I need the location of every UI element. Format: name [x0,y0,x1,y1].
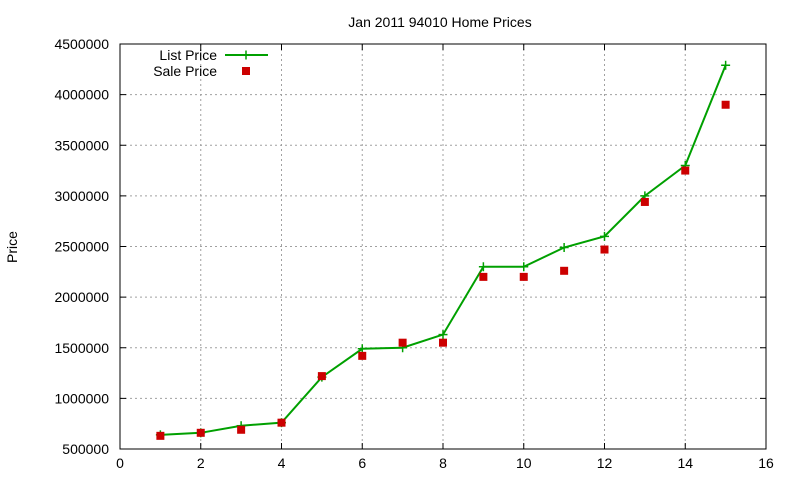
data-point-square [156,431,165,440]
legend-marker-list-price [241,50,251,60]
x-tick-label: 16 [758,455,774,471]
y-tick-label: 2000000 [54,289,109,305]
data-point-square [358,351,367,360]
chart-title: Jan 2011 94010 Home Prices [348,14,531,30]
y-tick-label: 3000000 [54,188,109,204]
y-tick-label: 4000000 [54,87,109,103]
legend-label-sale-price: Sale Price [153,63,217,79]
data-point-square [317,372,326,381]
data-point-square [640,197,649,206]
data-point-plus [478,262,488,272]
x-tick-label: 2 [197,455,205,471]
legend: List Price Sale Price [153,47,268,79]
legend-plus-marker [241,50,251,60]
y-tick-label: 3500000 [54,137,109,153]
x-tick-label: 8 [439,455,447,471]
x-tick-label: 10 [516,455,532,471]
data-point-square [519,272,528,281]
axis-ticks: 0 2 4 6 8 10 12 14 16 500000 1000000 1500000 2000000… [54,36,774,471]
legend-square-marker [242,67,250,75]
data-point-square [398,338,407,347]
y-axis-label: Price [4,231,20,263]
legend-label-list-price: List Price [159,47,217,63]
data-point-plus [357,344,367,354]
data-point-plus [438,330,448,340]
x-tick-label: 0 [116,455,124,471]
data-point-square [681,166,690,175]
data-point-square [196,428,205,437]
data-point-plus [559,243,569,253]
grid [120,44,766,449]
legend-marker-sale-price [242,67,250,75]
data-point-square [560,266,569,275]
data-point-square [277,418,286,427]
y-tick-label: 1000000 [54,390,109,406]
x-tick-label: 4 [278,455,286,471]
data-point-square [600,245,609,254]
data-point-square [439,338,447,347]
y-tick-label: 1500000 [54,340,109,356]
data-point-square [479,272,488,281]
y-tick-label: 2500000 [54,239,109,255]
data-point-plus [519,262,529,272]
x-tick-label: 6 [358,455,366,471]
data-point-square [237,425,246,434]
y-tick-label: 4500000 [54,36,109,52]
x-tick-label: 12 [597,455,613,471]
data-point-plus [721,60,731,70]
data-point-square [721,100,730,109]
x-tick-label: 14 [677,455,693,471]
data-point-plus [600,231,609,241]
series [155,60,731,440]
y-tick-label: 500000 [62,441,109,457]
